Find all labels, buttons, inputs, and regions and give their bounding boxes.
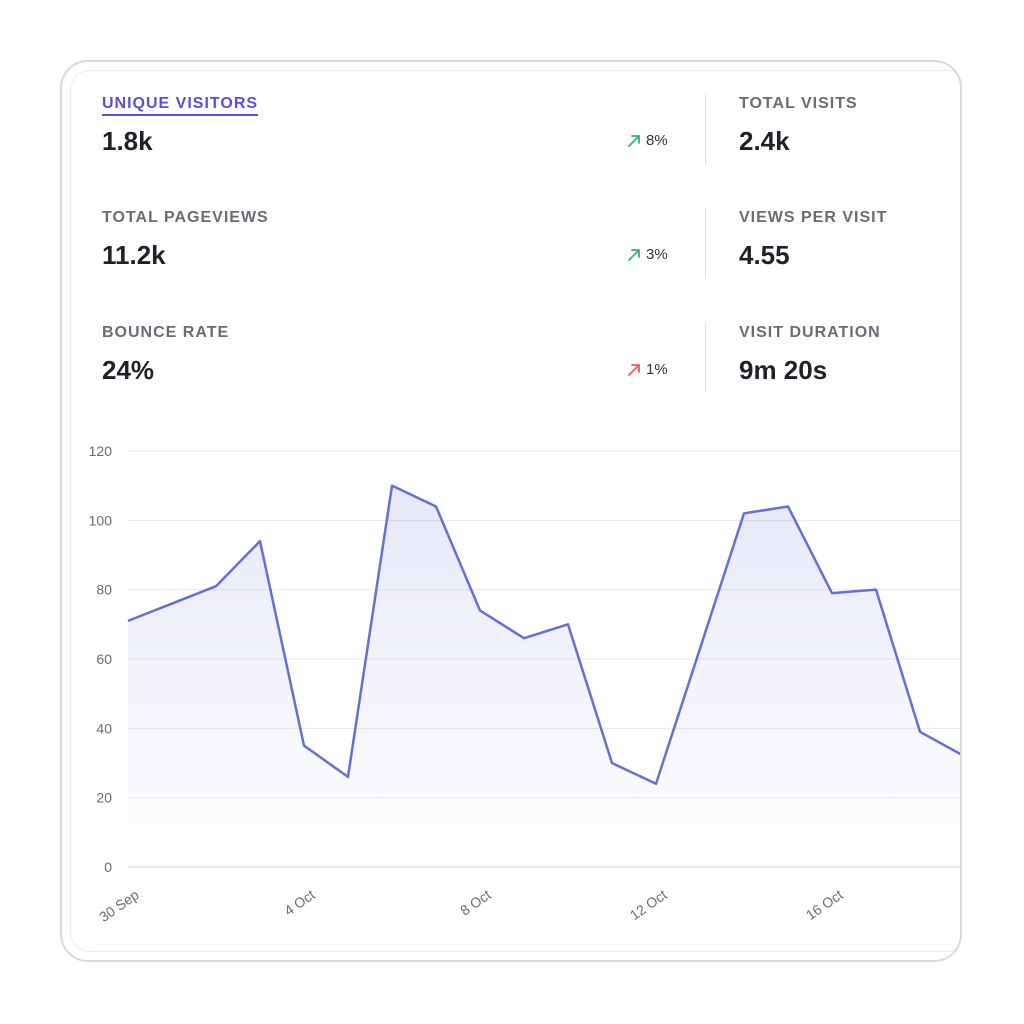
total-pageviews-value: 11.2k — [102, 240, 166, 270]
bounce-rate-value: 24% — [102, 355, 155, 385]
visit-duration-tab[interactable]: VISIT DURATION — [739, 324, 881, 341]
x-tick-label: 4 Oct — [281, 886, 318, 918]
x-tick-label: 30 Sep — [96, 886, 142, 925]
change-percent: 3% — [646, 246, 668, 263]
x-tick-label: 16 Oct — [803, 886, 846, 923]
unique-visitors-tab[interactable]: UNIQUE VISITORS — [102, 95, 259, 116]
visit-duration-value: 9m 20s — [739, 355, 828, 385]
views-per-visit-value: 4.55 — [739, 240, 790, 270]
series-area-fill — [128, 485, 960, 867]
y-tick-label: 120 — [89, 443, 113, 459]
change-percent: 8% — [646, 132, 668, 149]
series-line — [127, 484, 960, 786]
y-tick-label: 0 — [104, 859, 112, 875]
bounce-rate-change: 1% — [627, 361, 668, 378]
x-tick-label: 8 Oct — [457, 886, 494, 918]
total-pageviews-change: 3% — [627, 246, 668, 263]
x-axis-labels: 30 Sep 4 Oct 8 Oct 12 Oct 16 Oct — [96, 886, 846, 925]
metric-divider — [705, 208, 706, 278]
total-visits-tab[interactable]: TOTAL VISITS — [739, 95, 858, 112]
bounce-rate-tab[interactable]: BOUNCE RATE — [102, 324, 230, 341]
unique-visitors-value: 1.8k — [102, 126, 153, 156]
analytics-panel — [70, 70, 960, 952]
trend-up-arrow-icon — [627, 363, 641, 377]
metric-divider — [705, 94, 706, 164]
unique-visitors-change: 8% — [627, 132, 668, 149]
visitors-area-chart[interactable]: 0 20 40 60 80 100 120 30 Sep 4 Oct 8 Oct 12 Oct 16… — [62, 62, 962, 962]
views-per-visit-tab[interactable]: VIEWS PER VISIT — [739, 209, 888, 226]
analytics-card: UNIQUE VISITORS 1.8k 8% TOTAL VISITS 2.4… — [60, 60, 962, 962]
y-tick-label: 80 — [96, 582, 112, 598]
y-axis-labels: 0 20 40 60 80 100 120 — [89, 443, 113, 875]
y-tick-label: 60 — [96, 651, 112, 667]
y-tick-label: 100 — [89, 512, 113, 528]
total-pageviews-tab[interactable]: TOTAL PAGEVIEWS — [102, 209, 269, 226]
y-tick-label: 40 — [96, 720, 112, 736]
total-visits-value: 2.4k — [739, 126, 790, 156]
x-tick-label: 12 Oct — [627, 886, 670, 923]
metric-divider — [705, 323, 706, 393]
chart-series — [127, 484, 960, 867]
trend-up-arrow-icon — [627, 248, 641, 262]
trend-up-arrow-icon — [627, 134, 641, 148]
y-tick-label: 20 — [96, 790, 112, 806]
change-percent: 1% — [646, 361, 668, 378]
